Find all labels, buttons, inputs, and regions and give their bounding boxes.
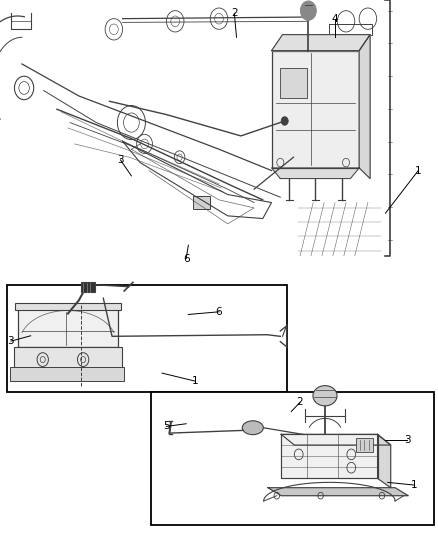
Bar <box>81 281 95 292</box>
Circle shape <box>281 117 288 125</box>
Bar <box>193 196 210 209</box>
Text: 2: 2 <box>297 398 304 407</box>
Text: 1: 1 <box>410 480 417 490</box>
Bar <box>18 304 118 346</box>
Bar <box>10 367 124 381</box>
Bar <box>15 303 120 311</box>
Bar <box>356 438 373 451</box>
Polygon shape <box>272 168 359 179</box>
Polygon shape <box>272 35 370 51</box>
Polygon shape <box>268 488 408 496</box>
Text: 4: 4 <box>332 14 339 23</box>
Polygon shape <box>281 434 378 479</box>
Text: 2: 2 <box>231 9 238 18</box>
Text: 6: 6 <box>215 307 223 317</box>
Bar <box>272 51 359 168</box>
Text: 1: 1 <box>191 376 198 386</box>
Ellipse shape <box>313 386 337 406</box>
Polygon shape <box>359 35 370 179</box>
Bar <box>14 346 121 369</box>
Polygon shape <box>378 434 391 488</box>
Text: 1: 1 <box>415 166 422 175</box>
Circle shape <box>300 1 316 20</box>
Bar <box>7 285 287 392</box>
Text: 6: 6 <box>183 254 190 263</box>
Bar <box>151 392 434 525</box>
Text: 3: 3 <box>404 435 411 445</box>
Ellipse shape <box>242 421 263 435</box>
Text: 3: 3 <box>117 155 124 165</box>
Text: 5: 5 <box>163 422 170 431</box>
Bar <box>280 68 307 98</box>
Polygon shape <box>281 434 391 445</box>
Text: 3: 3 <box>7 336 14 346</box>
